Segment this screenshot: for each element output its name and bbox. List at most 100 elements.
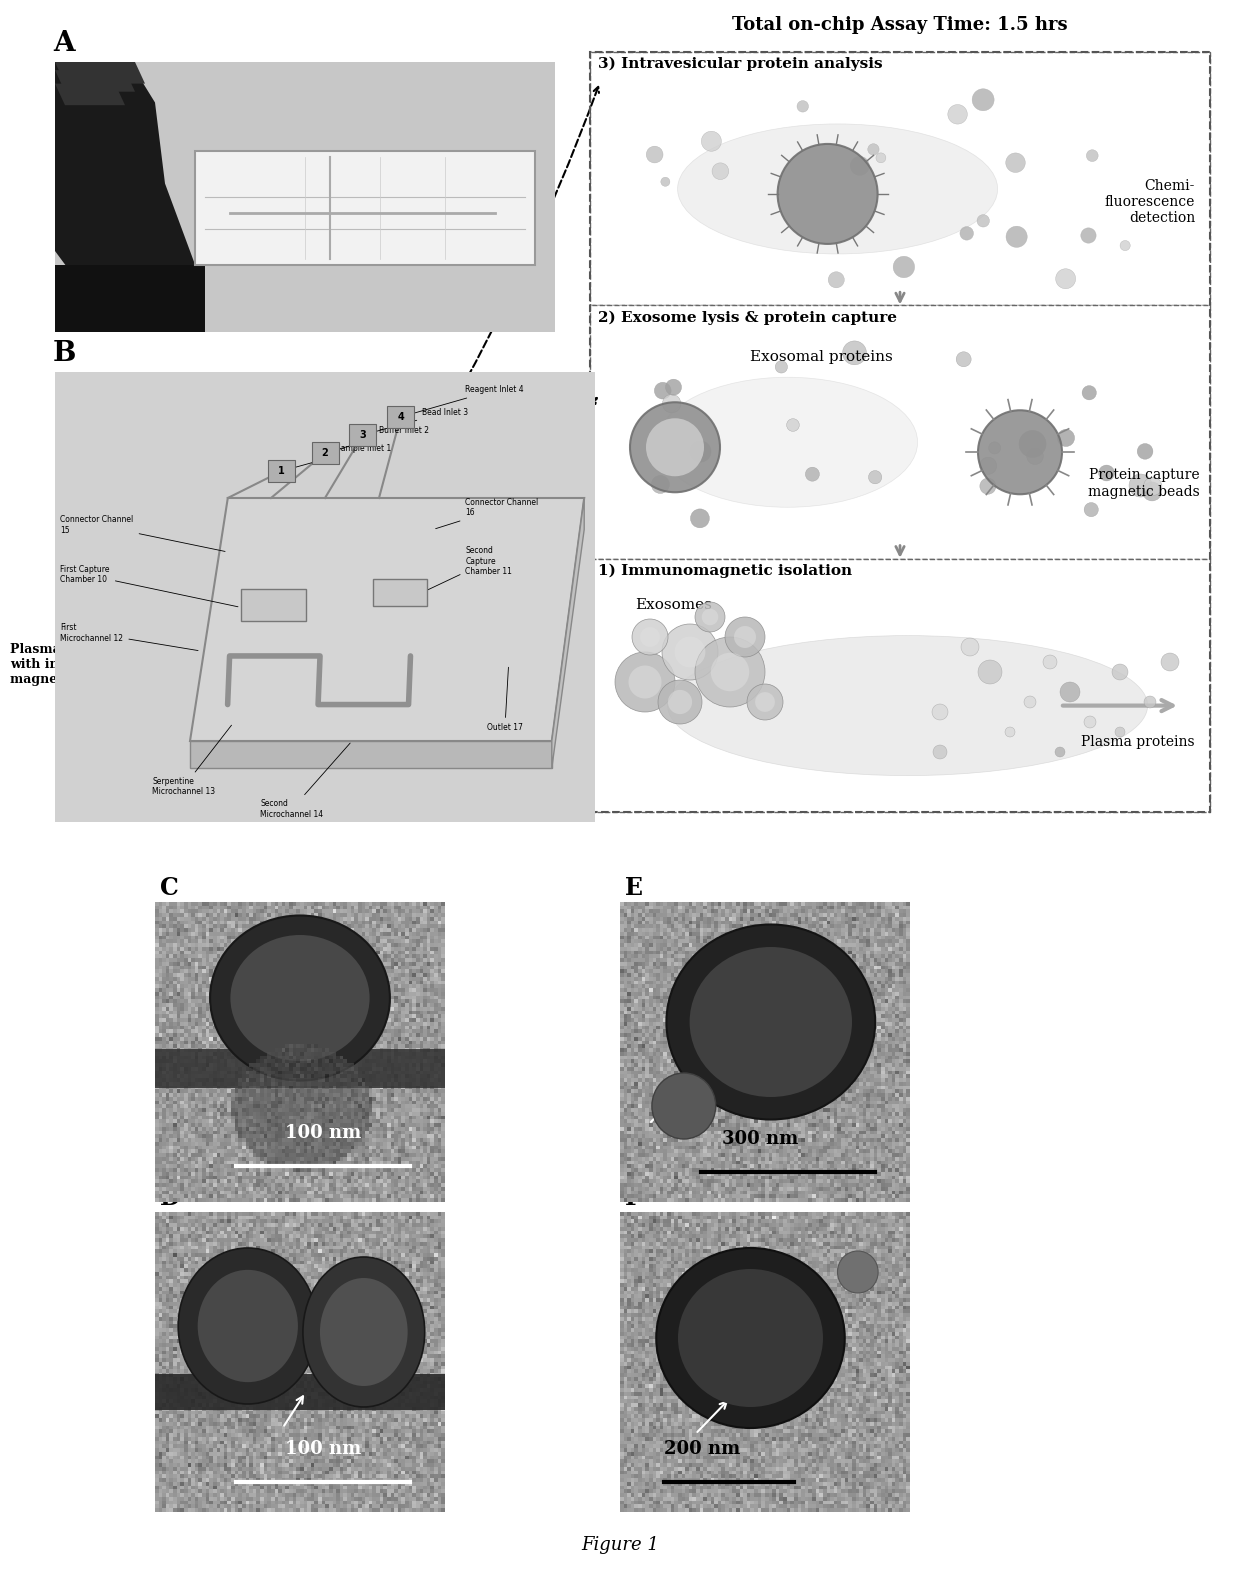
Bar — [590, 53, 1210, 306]
Circle shape — [694, 602, 725, 632]
Text: C: C — [160, 876, 179, 899]
Circle shape — [777, 143, 878, 244]
Circle shape — [956, 352, 971, 366]
Text: Bead Inlet 3: Bead Inlet 3 — [366, 408, 469, 435]
Bar — [387, 406, 414, 428]
Circle shape — [828, 272, 844, 288]
Circle shape — [746, 685, 782, 720]
Circle shape — [755, 693, 775, 712]
Bar — [241, 589, 305, 621]
Circle shape — [632, 619, 668, 654]
Circle shape — [1019, 430, 1047, 457]
Text: E: E — [625, 876, 644, 899]
Text: Second
Capture
Chamber 11: Second Capture Chamber 11 — [419, 546, 512, 594]
Text: 2) Exosome lysis & protein capture: 2) Exosome lysis & protein capture — [598, 310, 897, 325]
Circle shape — [691, 509, 709, 529]
Circle shape — [868, 143, 879, 154]
Text: B: B — [53, 341, 77, 368]
Circle shape — [1043, 654, 1056, 669]
Text: 3: 3 — [360, 430, 366, 439]
Circle shape — [893, 256, 915, 277]
Circle shape — [1112, 664, 1128, 680]
Circle shape — [978, 661, 1002, 685]
Circle shape — [1115, 728, 1125, 737]
Text: Connector Channel
16: Connector Channel 16 — [435, 498, 538, 529]
Circle shape — [851, 156, 869, 175]
Bar — [590, 53, 1210, 812]
Polygon shape — [552, 498, 584, 767]
Ellipse shape — [657, 377, 918, 508]
Polygon shape — [55, 70, 135, 92]
Text: Reagent Inlet 4: Reagent Inlet 4 — [403, 385, 525, 416]
Circle shape — [734, 626, 756, 648]
Circle shape — [1130, 474, 1152, 497]
Circle shape — [658, 680, 702, 724]
Text: First Capture
Chamber 10: First Capture Chamber 10 — [61, 565, 238, 607]
Text: F: F — [625, 1186, 642, 1210]
Circle shape — [1145, 696, 1156, 708]
Text: Exosomal proteins: Exosomal proteins — [750, 350, 893, 365]
Bar — [311, 441, 339, 465]
Circle shape — [932, 745, 947, 759]
Circle shape — [646, 146, 663, 162]
Ellipse shape — [320, 1278, 408, 1387]
Circle shape — [1006, 226, 1027, 247]
Ellipse shape — [179, 1248, 317, 1404]
Ellipse shape — [231, 935, 370, 1060]
Text: Exosomes: Exosomes — [635, 599, 712, 611]
Polygon shape — [55, 62, 145, 84]
Circle shape — [1058, 430, 1075, 446]
Bar — [55, 264, 205, 333]
Ellipse shape — [646, 419, 704, 476]
Circle shape — [1027, 447, 1043, 465]
Circle shape — [837, 1251, 878, 1293]
Circle shape — [932, 704, 949, 720]
Text: Sample Inlet 1: Sample Inlet 1 — [284, 444, 391, 470]
Text: 1) Immunomagnetic isolation: 1) Immunomagnetic isolation — [598, 564, 852, 578]
Ellipse shape — [630, 403, 720, 492]
Circle shape — [960, 226, 973, 240]
Ellipse shape — [677, 124, 998, 255]
Circle shape — [875, 153, 885, 162]
Circle shape — [1055, 269, 1075, 288]
Circle shape — [711, 653, 749, 691]
Text: Total on-chip Assay Time: 1.5 hrs: Total on-chip Assay Time: 1.5 hrs — [732, 16, 1068, 33]
Ellipse shape — [197, 1270, 298, 1382]
Bar — [590, 306, 1210, 559]
Circle shape — [675, 637, 706, 667]
Circle shape — [1083, 385, 1096, 400]
Bar — [350, 423, 376, 446]
Circle shape — [1084, 716, 1096, 728]
Circle shape — [1060, 681, 1080, 702]
Circle shape — [661, 177, 670, 186]
Circle shape — [725, 618, 765, 657]
Polygon shape — [55, 62, 205, 333]
Bar — [373, 579, 428, 607]
Bar — [268, 460, 295, 482]
Circle shape — [1161, 653, 1179, 670]
Text: D: D — [160, 1186, 181, 1210]
Circle shape — [1086, 150, 1099, 161]
Polygon shape — [190, 740, 552, 767]
Ellipse shape — [678, 1269, 823, 1407]
Text: Connector Channel
15: Connector Channel 15 — [61, 516, 226, 551]
Circle shape — [1055, 747, 1065, 758]
Circle shape — [1081, 228, 1096, 244]
Ellipse shape — [689, 947, 852, 1097]
Circle shape — [978, 411, 1061, 494]
Text: 200 nm: 200 nm — [663, 1441, 740, 1458]
FancyBboxPatch shape — [195, 151, 534, 264]
Polygon shape — [55, 84, 125, 105]
Circle shape — [868, 471, 882, 484]
Circle shape — [1099, 465, 1115, 481]
Ellipse shape — [656, 1248, 844, 1428]
Text: 300 nm: 300 nm — [722, 1130, 797, 1148]
Ellipse shape — [303, 1258, 424, 1407]
Bar — [590, 559, 1210, 812]
Text: Buffer Inlet 2: Buffer Inlet 2 — [327, 427, 429, 452]
Circle shape — [629, 665, 661, 699]
Circle shape — [842, 341, 867, 365]
Circle shape — [1024, 696, 1035, 708]
Circle shape — [652, 1073, 715, 1138]
Text: Second
Microchannel 14: Second Microchannel 14 — [260, 743, 350, 818]
